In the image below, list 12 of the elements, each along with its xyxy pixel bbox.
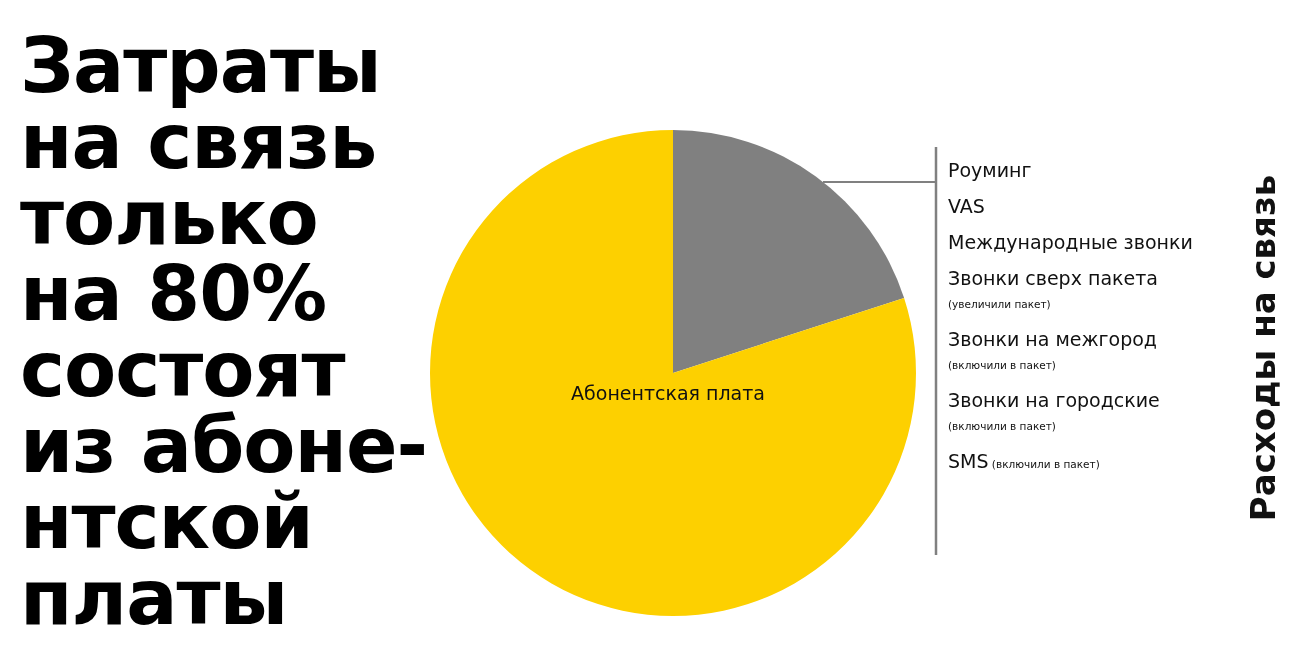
- text: VAS: [948, 195, 985, 217]
- text: Звонки на межгород (включили в пакет): [948, 328, 1157, 371]
- pie-slice: [430, 130, 916, 616]
- pie-slice: [673, 130, 905, 373]
- text: Международные звонки: [948, 231, 1193, 253]
- text: Расходы на связь: [1243, 174, 1283, 522]
- slice-label: Абонентская плата: [571, 382, 765, 404]
- text: Затраты на связь только на 80% состоят из абоне- нтской платы: [20, 21, 428, 642]
- text: Звонки сверх пакета (увеличили пакет): [948, 267, 1158, 310]
- text: SMS (включили в пакет): [948, 450, 1100, 472]
- text: Роуминг: [948, 159, 1032, 181]
- text: Звонки на городские (включили в пакет): [948, 389, 1160, 432]
